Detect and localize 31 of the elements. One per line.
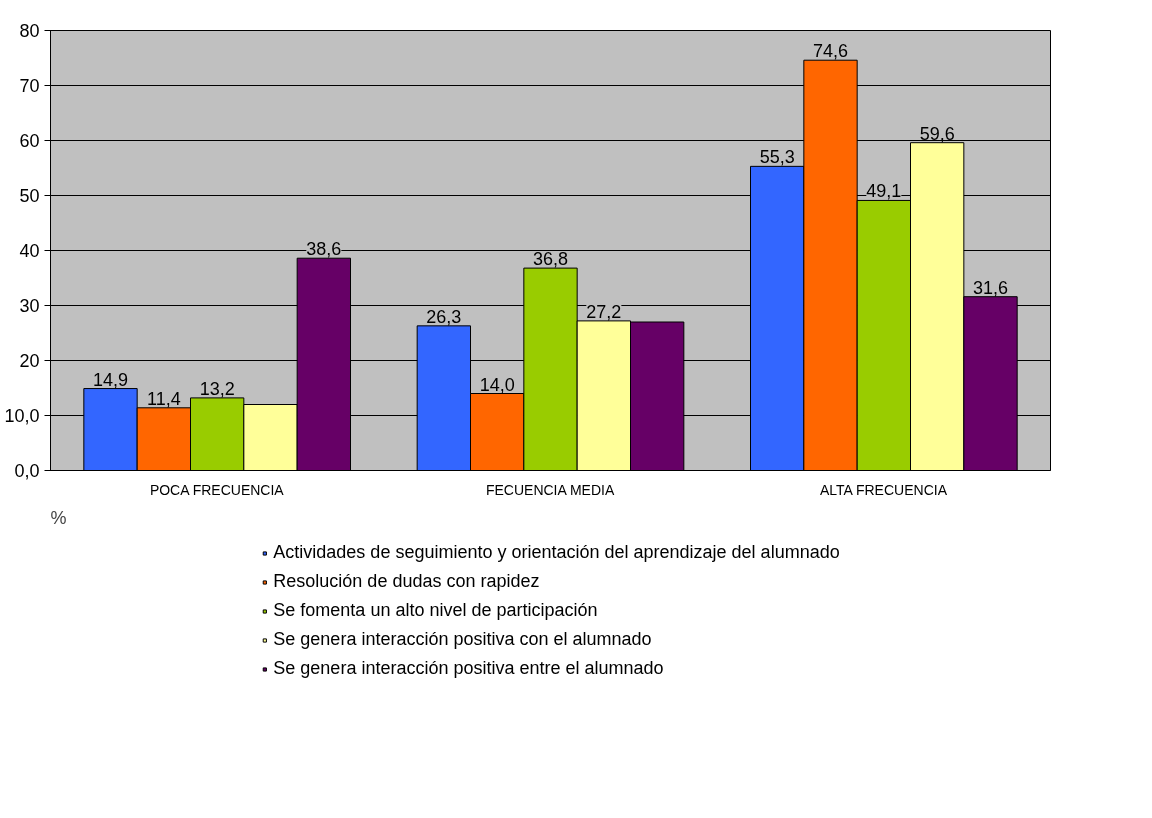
x-tick-label: ALTA FRECUENCIA [819, 481, 948, 498]
text: % [50, 507, 67, 528]
data-label: 49,1 [866, 181, 902, 202]
data-label: 26,3 [426, 306, 462, 327]
y-tick-label: 0,0 [14, 461, 40, 481]
data-label: 14,9 [92, 369, 129, 390]
x-tick-label: POCA FRECUENCIA [149, 481, 285, 498]
data-label: 74,6 [812, 41, 849, 62]
data-label: 31,6 [972, 277, 1009, 298]
legend-label: Se genera interacción positiva con el alumnado [273, 629, 652, 650]
y-tick-label: 50 [19, 186, 40, 206]
data-label: 14,0 [479, 374, 515, 395]
data-label: 36,8 [532, 249, 569, 270]
y-tick-label: 70 [19, 76, 40, 96]
y-tick-label: 40 [19, 241, 40, 261]
legend-label: Actividades de seguimiento y orientación del aprendizaje del alumnado [273, 542, 840, 563]
data-label: 27,2 [586, 301, 622, 322]
legend-label: Se genera interacción positiva entre el alumnado [273, 658, 664, 679]
legend-label: Se fomenta un alto nivel de participación [273, 600, 598, 621]
y-tick-label: 20 [19, 351, 40, 371]
data-label: 13,2 [199, 378, 235, 399]
y-tick-label: 10,0 [4, 406, 40, 426]
data-label: 11,4 [146, 388, 181, 409]
y-tick-label: 80 [19, 21, 40, 41]
data-label: 59,6 [919, 123, 955, 144]
data-label: 55,3 [759, 147, 795, 168]
y-tick-label: 30 [19, 296, 40, 316]
data-label: 38,6 [306, 239, 342, 260]
legend-label: Resolución de dudas con rapidez [273, 571, 540, 592]
x-tick-label: FECUENCIA MEDIA [485, 481, 615, 498]
y-tick-label: 60 [19, 131, 40, 151]
